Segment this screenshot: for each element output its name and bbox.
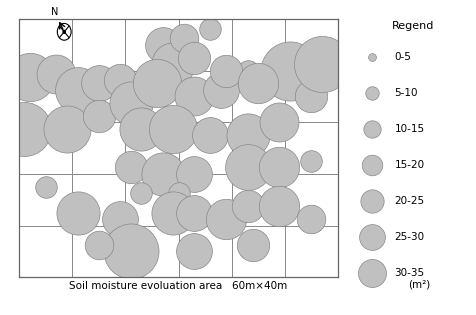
- Point: [190, 210, 198, 215]
- Point: [26, 75, 33, 80]
- Point: [207, 133, 214, 138]
- Point: [127, 100, 135, 106]
- Point: [63, 126, 70, 131]
- Text: Regend: Regend: [392, 21, 435, 31]
- Point: [307, 217, 315, 222]
- Text: N: N: [51, 7, 59, 17]
- Point: [116, 78, 124, 83]
- Point: [276, 120, 283, 125]
- Point: [307, 94, 315, 99]
- Point: [169, 62, 177, 67]
- Point: [307, 158, 315, 163]
- Point: [52, 71, 60, 76]
- Point: [190, 94, 198, 99]
- Point: [368, 90, 376, 95]
- Point: [169, 126, 177, 131]
- Text: 20-25: 20-25: [395, 196, 425, 206]
- Point: [368, 163, 376, 168]
- Point: [159, 171, 167, 176]
- Point: [138, 126, 145, 131]
- Point: [368, 127, 376, 132]
- Point: [42, 184, 50, 189]
- Point: [222, 217, 230, 222]
- Point: [276, 165, 283, 170]
- Point: [190, 249, 198, 254]
- Point: [153, 81, 161, 86]
- Point: [74, 210, 81, 215]
- Point: [244, 68, 251, 73]
- Text: (m²): (m²): [408, 280, 430, 290]
- Point: [127, 249, 135, 254]
- Point: [368, 235, 376, 240]
- Point: [95, 243, 103, 248]
- Point: [222, 68, 230, 73]
- Point: [175, 191, 182, 196]
- Circle shape: [63, 30, 65, 33]
- Point: [127, 165, 135, 170]
- Text: 10-15: 10-15: [395, 124, 425, 134]
- Point: [116, 217, 124, 222]
- Point: [190, 171, 198, 176]
- Point: [169, 210, 177, 215]
- Point: [180, 36, 188, 41]
- Point: [244, 133, 251, 138]
- Point: [138, 191, 145, 196]
- Text: 25-30: 25-30: [395, 232, 425, 242]
- Point: [20, 126, 28, 131]
- Point: [368, 198, 376, 203]
- Point: [249, 243, 257, 248]
- Point: [368, 271, 376, 276]
- Point: [95, 113, 103, 118]
- Point: [159, 42, 167, 47]
- Point: [190, 55, 198, 60]
- Point: [276, 204, 283, 209]
- Point: [74, 87, 81, 93]
- X-axis label: Soil moisture evoluation area   60m×40m: Soil moisture evoluation area 60m×40m: [69, 281, 288, 291]
- Point: [318, 62, 326, 67]
- Point: [95, 81, 103, 86]
- Text: 0-5: 0-5: [395, 52, 411, 62]
- Point: [254, 81, 262, 86]
- Point: [217, 87, 225, 93]
- Text: 5-10: 5-10: [395, 88, 418, 98]
- Point: [244, 204, 251, 209]
- Point: [207, 26, 214, 31]
- Point: [244, 165, 251, 170]
- Point: [368, 54, 376, 60]
- Text: 30-35: 30-35: [395, 268, 425, 278]
- Text: 15-20: 15-20: [395, 160, 425, 170]
- Point: [287, 68, 294, 73]
